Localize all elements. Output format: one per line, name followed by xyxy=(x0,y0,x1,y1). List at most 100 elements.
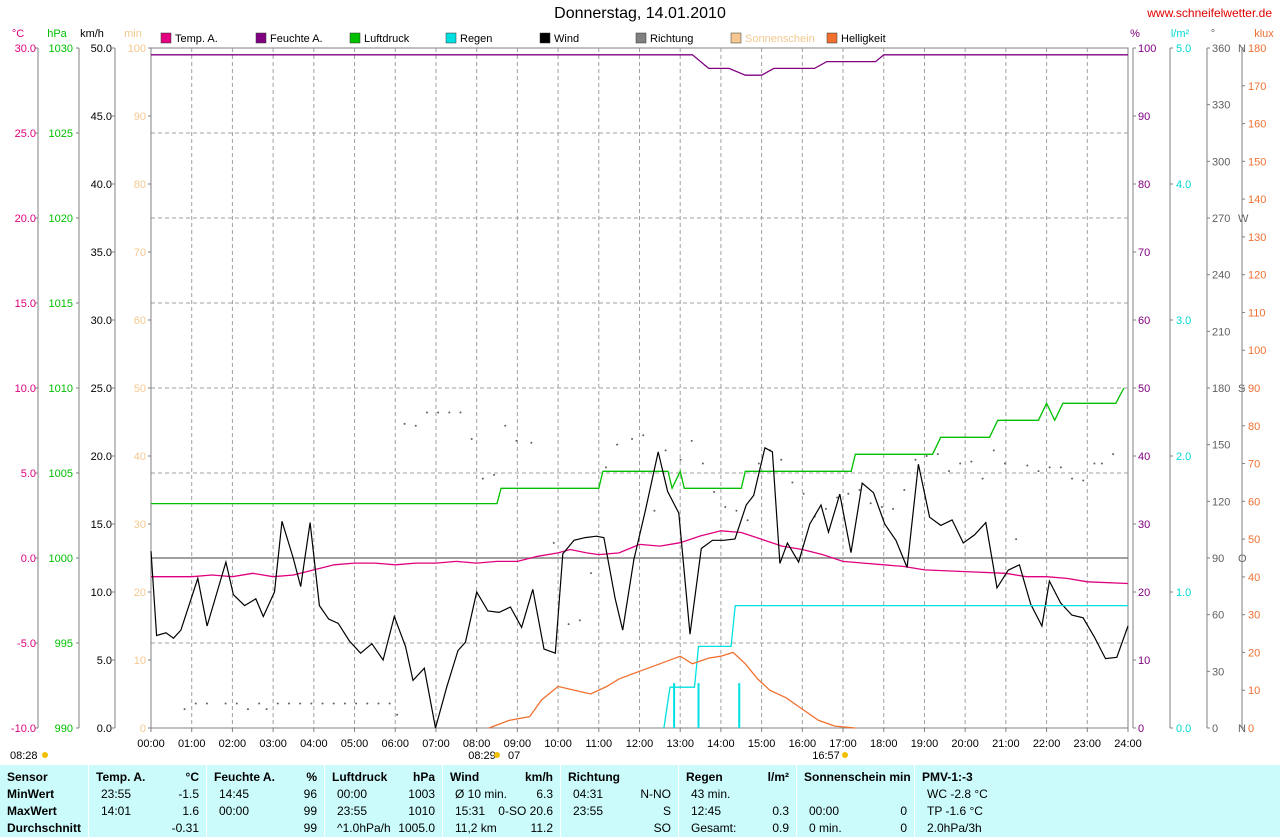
table-cell-value: 0 xyxy=(900,804,907,818)
table-cell-value: 1010 xyxy=(408,804,435,818)
wind-tick-label: 45.0 xyxy=(91,111,112,123)
direction-point xyxy=(925,455,928,457)
direction-point xyxy=(1093,462,1096,465)
table-cell: 04:31 xyxy=(573,787,604,801)
table-cell: 00:00 xyxy=(809,804,840,818)
table-section: Temp. A. °C 23:55 -1.5 14:01 1.6 -0.31 xyxy=(88,765,207,837)
rain-axis-unit: l/m² xyxy=(1171,28,1190,40)
brightness-tick-label: 40 xyxy=(1248,572,1260,584)
sunshine-tick-label: 20 xyxy=(134,587,146,599)
direction-point xyxy=(642,434,645,437)
direction-point xyxy=(1026,464,1029,467)
direction-point xyxy=(914,458,917,461)
x-tick-label: 20:00 xyxy=(951,738,979,750)
table-cell-value: 96 xyxy=(303,787,317,801)
direction-point xyxy=(858,489,861,491)
brightness-tick-label: 30 xyxy=(1248,610,1260,622)
direction-point xyxy=(265,708,268,711)
direction-point xyxy=(414,424,417,427)
temp-tick-label: 5.0 xyxy=(21,468,36,480)
temp-tick-label: 15.0 xyxy=(15,298,36,310)
direction-point xyxy=(959,462,962,465)
humidity-tick-label: 30 xyxy=(1138,519,1150,531)
direction-tick-label: 360 xyxy=(1212,43,1230,55)
humidity-tick-label: 0 xyxy=(1138,723,1144,735)
humidity-tick-label: 100 xyxy=(1138,43,1156,55)
rain-tick-label: 1.0 xyxy=(1176,587,1191,599)
table-cell-value: 0-SO 20.6 xyxy=(498,804,553,818)
pressure-tick-label: 1000 xyxy=(49,553,73,565)
table-cell: 14:01 xyxy=(101,804,132,818)
page-title: Donnerstag, 14.01.2010 xyxy=(554,5,726,22)
table-cell-value: 99 xyxy=(303,804,317,818)
sunshine-tick-label: 0 xyxy=(140,723,146,735)
table-section: Wind km/h Ø 10 min. 6.3 15:31 0-SO 20.6 11,2 k… xyxy=(442,765,561,837)
direction-point xyxy=(493,473,496,476)
direction-point xyxy=(425,411,428,414)
wind-tick-label: 50.0 xyxy=(91,43,112,55)
table-cell: 00:00 xyxy=(337,787,368,801)
table-section-title: Sensor xyxy=(7,770,48,784)
direction-tick-label: 0 xyxy=(1212,723,1218,735)
x-tick-label: 11:00 xyxy=(585,738,612,750)
direction-point xyxy=(836,496,839,499)
wind-tick-label: 10.0 xyxy=(91,587,112,599)
legend-label: Sonnenschein xyxy=(745,33,815,45)
pressure-tick-label: 1020 xyxy=(49,213,73,225)
wind-tick-label: 30.0 xyxy=(91,315,112,327)
x-tick-label: 13:00 xyxy=(666,738,694,750)
x-tick-label: 08:00 xyxy=(463,738,491,750)
table-cell-value: 11.2 xyxy=(530,821,553,835)
table-section-unit: km/h xyxy=(524,770,553,784)
direction-point xyxy=(1071,477,1074,480)
x-tick-label: 04:00 xyxy=(300,738,328,750)
x-tick-label: 06:00 xyxy=(381,738,409,750)
direction-point xyxy=(504,424,507,427)
site-link[interactable]: www.schneifelwetter.de xyxy=(1147,6,1272,20)
x-tick-label: 18:00 xyxy=(870,738,898,750)
table-cell-value: 6.3 xyxy=(536,787,553,801)
direction-point xyxy=(802,492,805,495)
x-tick-label: 03:00 xyxy=(259,738,287,750)
humidity-tick-label: 60 xyxy=(1138,315,1150,327)
direction-point xyxy=(948,470,951,473)
pressure-tick-label: 990 xyxy=(55,723,73,735)
legend-label: Helligkeit xyxy=(841,33,886,45)
table-cell-value: N-NO xyxy=(640,787,671,801)
direction-point xyxy=(343,702,346,705)
brightness-tick-label: 100 xyxy=(1248,345,1266,357)
direction-point xyxy=(388,702,391,705)
direction-tick-label: 90 xyxy=(1212,553,1224,565)
table-cell-value: 1.6 xyxy=(182,804,199,818)
direction-point xyxy=(299,702,302,705)
direction-axis-unit: ° xyxy=(1211,28,1215,40)
direction-tick-label: 120 xyxy=(1212,496,1230,508)
table-cell: WC -2.8 °C xyxy=(927,787,988,801)
wind-tick-label: 20.0 xyxy=(91,451,112,463)
legend-label: Feuchte A. xyxy=(270,33,323,45)
direction-point xyxy=(515,439,518,442)
series-line-feuchte-a xyxy=(151,54,1128,76)
wind-tick-label: 15.0 xyxy=(91,519,112,531)
x-tick-label: 23:00 xyxy=(1074,738,1102,750)
legend-swatch xyxy=(826,32,838,44)
table-section-title: Feuchte A. xyxy=(214,770,275,784)
series-line-helligkeit xyxy=(488,651,856,729)
humidity-tick-label: 10 xyxy=(1138,655,1150,667)
brightness-tick-label: 120 xyxy=(1248,270,1266,282)
temp-tick-label: 30.0 xyxy=(15,43,36,55)
brightness-tick-label: 60 xyxy=(1248,496,1260,508)
humidity-tick-label: 50 xyxy=(1138,383,1150,395)
brightness-tick-label: 130 xyxy=(1248,232,1266,244)
x-tick-label: 24:00 xyxy=(1114,738,1142,750)
direction-point xyxy=(194,702,197,705)
x-tick-label: 16:00 xyxy=(789,738,817,750)
direction-point xyxy=(824,507,827,510)
sunshine-tick-label: 90 xyxy=(134,111,146,123)
table-section-title: PMV-1:-3 xyxy=(922,770,973,784)
legend-label: Richtung xyxy=(650,33,693,45)
x-tick-label: 22:00 xyxy=(1033,738,1061,750)
direction-point xyxy=(746,519,749,522)
table-cell-value: 1005.0 xyxy=(398,821,435,835)
direction-point xyxy=(1059,466,1062,469)
